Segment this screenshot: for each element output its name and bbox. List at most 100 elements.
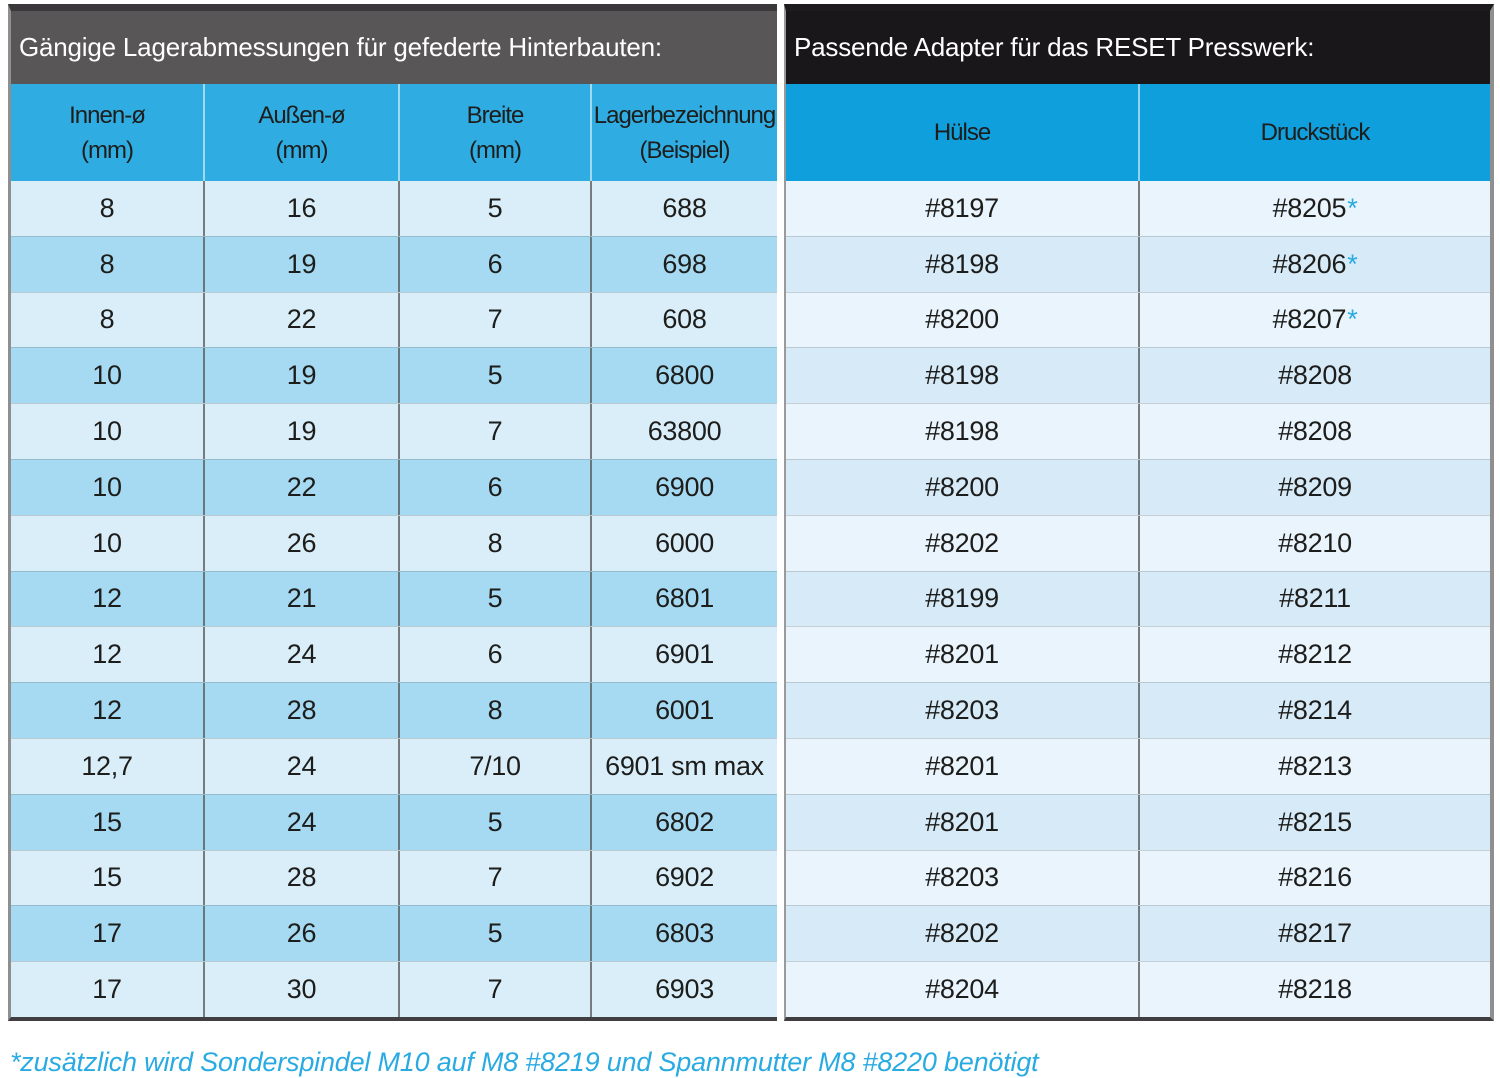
table-row: 12,7 24 7/10 6901 sm max: [11, 737, 777, 794]
bearing-cell: 8: [99, 192, 115, 223]
table-row: #8198 #8208: [786, 347, 1490, 404]
bearing-cell: 19: [203, 236, 398, 292]
bearing-cell: 17: [92, 918, 122, 949]
bearing-cell: 6: [398, 236, 590, 292]
huelse-cell: #8202: [925, 527, 999, 558]
bearing-cell: 608: [590, 292, 777, 348]
bearing-cell: 7: [398, 292, 590, 348]
huelse-cell: #8200: [925, 304, 999, 335]
asterisk-marker: *: [1347, 192, 1358, 223]
asterisk-marker: *: [1347, 304, 1358, 335]
bearing-cell: 10: [92, 527, 122, 558]
bearing-cell: 5: [398, 348, 590, 404]
adapter-panel: Passende Adapter für das RESET Presswerk…: [784, 4, 1494, 1021]
column-header-line2: (mm): [81, 136, 134, 164]
table-row: 17 26 5 6803: [11, 905, 777, 962]
druckstueck-number: #8215: [1278, 806, 1352, 837]
bearing-cell: 22: [203, 459, 398, 515]
druckstueck-number: #8217: [1278, 918, 1352, 949]
huelse-cell: #8198: [925, 416, 999, 447]
huelse-cell: #8201: [925, 806, 999, 837]
bearing-cell: 10: [92, 416, 122, 447]
table-row: #8201 #8212: [786, 626, 1490, 683]
table-row: 8 22 7 608: [11, 291, 777, 348]
druckstueck-number: #8216: [1278, 862, 1352, 893]
bearing-cell: 10: [92, 360, 122, 391]
column-header-line1: Lagerbezeichnung: [593, 101, 776, 129]
druckstueck-cell: #8208: [1138, 404, 1490, 459]
huelse-cell: #8198: [925, 248, 999, 279]
bearing-cell: 5: [398, 181, 590, 236]
bearing-cell: 5: [398, 571, 590, 627]
adapter-body: #8197 #8205 * #8198 #8206 * #8200 #8207 * #8198 #8…: [786, 181, 1490, 1017]
footnote: *zusätzlich wird Sonderspindel M10 auf M…: [10, 1047, 1039, 1077]
druckstueck-cell: #8213: [1138, 738, 1490, 794]
table-row: #8199 #8211: [786, 570, 1490, 627]
adapter-header-row: Hülse Druckstück: [786, 84, 1490, 181]
bearing-cell: 19: [203, 348, 398, 404]
bearing-cell: 8: [398, 515, 590, 571]
tables-row: Gängige Lagerabmessungen für gefederte H…: [8, 4, 1500, 1021]
bearing-cell: 24: [203, 627, 398, 683]
druckstueck-number: #8208: [1278, 360, 1352, 391]
bearing-cell: 63800: [590, 404, 777, 459]
column-header-line1: Hülse: [933, 119, 991, 146]
bearing-cell: 30: [203, 962, 398, 1017]
huelse-cell: #8198: [925, 360, 999, 391]
druckstueck-cell: #8210: [1138, 515, 1490, 571]
huelse-cell: #8199: [925, 583, 999, 614]
bearing-cell: 6802: [590, 794, 777, 850]
table-row: #8203 #8216: [786, 849, 1490, 906]
druckstueck-cell: #8205 *: [1138, 181, 1490, 236]
table-row: 12 24 6 6901: [11, 626, 777, 683]
bearing-cell: 6800: [590, 348, 777, 404]
bearing-cell: 6900: [590, 459, 777, 515]
druckstueck-cell: #8217: [1138, 906, 1490, 962]
table-row: 8 19 6 698: [11, 235, 777, 292]
druckstueck-number: #8205: [1272, 192, 1347, 223]
bearing-cell: 8: [99, 248, 115, 279]
column-header-aussen-diameter: Außen-ø (mm): [203, 84, 398, 181]
table-row: #8202 #8217: [786, 905, 1490, 962]
table-row: 15 28 7 6902: [11, 849, 777, 906]
druckstueck-cell: #8214: [1138, 683, 1490, 738]
table-row: #8203 #8214: [786, 682, 1490, 738]
bearing-cell: 15: [92, 862, 122, 893]
bearing-cell: 6901: [590, 627, 777, 683]
druckstueck-cell: #8215: [1138, 794, 1490, 850]
druckstueck-number: #8211: [1279, 583, 1351, 614]
table-row: 10 26 8 6000: [11, 514, 777, 571]
bearing-cell: 5: [398, 794, 590, 850]
bearing-cell: 6000: [590, 515, 777, 571]
druckstueck-cell: #8206 *: [1138, 236, 1490, 292]
bearing-dimensions-title: Gängige Lagerabmessungen für gefederte H…: [11, 11, 777, 84]
druckstueck-number: #8208: [1278, 416, 1352, 447]
bearing-cell: 17: [92, 974, 122, 1005]
bearing-cell: 12,7: [81, 750, 133, 781]
column-header-line1: Breite: [466, 101, 525, 129]
bearing-cell: 12: [92, 695, 122, 726]
column-header-line2: (Beispiel): [639, 136, 730, 164]
bearing-cell: 8: [398, 683, 590, 738]
druckstueck-number: #8210: [1278, 527, 1352, 558]
druckstueck-cell: #8207 *: [1138, 292, 1490, 348]
druckstueck-number: #8218: [1278, 974, 1352, 1005]
bearing-cell: 26: [203, 515, 398, 571]
huelse-cell: #8202: [925, 918, 999, 949]
column-header-line2: (mm): [469, 136, 522, 164]
bearing-cell: 10: [92, 471, 122, 502]
bearing-cell: 6902: [590, 850, 777, 906]
druckstueck-number: #8207: [1272, 304, 1347, 335]
bearing-cell: 16: [203, 181, 398, 236]
table-row: #8198 #8208: [786, 403, 1490, 459]
column-header-line1: Innen-ø: [69, 101, 146, 129]
table-row: 10 19 5 6800: [11, 347, 777, 404]
bearing-cell: 12: [92, 639, 122, 670]
bearing-cell: 7/10: [398, 738, 590, 794]
bearing-dimensions-panel: Gängige Lagerabmessungen für gefederte H…: [8, 4, 777, 1021]
bearing-dimensions-header-row: Innen-ø (mm) Außen-ø (mm) Breite (mm) La…: [11, 84, 777, 181]
table-row: 15 24 5 6802: [11, 793, 777, 850]
druckstueck-number: #8209: [1278, 471, 1352, 502]
bearing-dimensions-body: 8 16 5 688 8 19 6 698 8 22 7 608 10 19 5 6800 10 19 7 63800…: [11, 181, 777, 1017]
